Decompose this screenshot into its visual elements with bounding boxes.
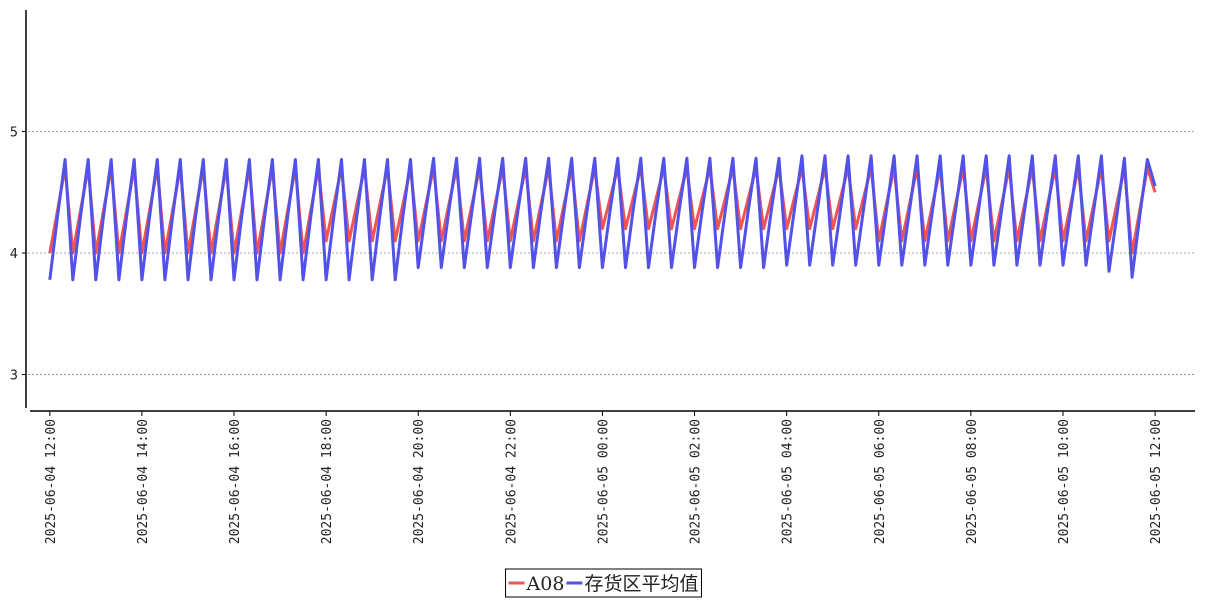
line-series: [48, 154, 1157, 282]
x-tick-label: 2025-06-05 08:00: [965, 419, 980, 544]
x-tick-label: 2025-06-05 10:00: [1057, 419, 1072, 544]
x-tick-label: 2025-06-05 12:00: [1149, 419, 1164, 544]
x-tick-label: 2025-06-05 04:00: [781, 419, 796, 544]
y-tick-label: 3: [10, 369, 18, 384]
line-series: [48, 166, 1157, 255]
x-tick-label: 2025-06-05 00:00: [596, 419, 611, 544]
x-tick-label: 2025-06-04 14:00: [136, 419, 151, 544]
x-tick-label: 2025-06-04 20:00: [412, 419, 427, 544]
x-tick-label: 2025-06-05 06:00: [873, 419, 888, 544]
legend-box: [505, 568, 702, 598]
x-tick-label: 2025-06-04 22:00: [504, 419, 519, 544]
y-tick-label: 5: [10, 126, 18, 141]
x-tick-label: 2025-06-04 18:00: [320, 419, 335, 544]
legend: A08 存货区平均值: [505, 568, 702, 598]
x-tick-label: 2025-06-05 02:00: [689, 419, 704, 544]
legend-label: 存货区平均值: [584, 573, 698, 595]
y-tick-label: 4: [10, 247, 18, 262]
x-tick-label: 2025-06-04 16:00: [228, 419, 243, 544]
legend-label: A08: [526, 573, 565, 595]
x-tick-label: 2025-06-04 12:00: [44, 419, 59, 544]
